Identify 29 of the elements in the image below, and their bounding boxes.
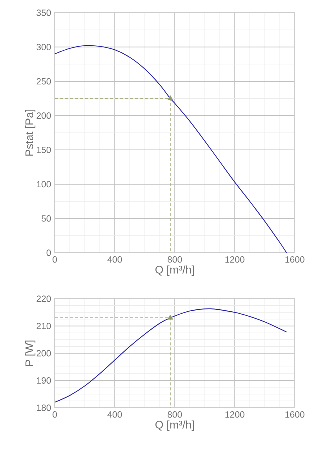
x-tick-label: 1200	[226, 256, 245, 263]
y-tick-label: 210	[36, 323, 52, 330]
y-tick-label: 200	[36, 350, 52, 357]
x-tick-label: 0	[52, 256, 58, 263]
x-tick-label: 1600	[286, 256, 305, 263]
y-tick-label: 150	[37, 146, 52, 154]
x-tick-label: 1600	[286, 412, 305, 418]
y-tick-label: 250	[36, 78, 52, 85]
line-series	[54, 45, 288, 254]
y-tick-label: 300	[36, 44, 52, 50]
x-tick-label: 800	[168, 256, 182, 263]
x-tick-label: 0	[52, 412, 58, 418]
y-tick-label: 350	[36, 10, 52, 16]
x-axis-title: Q [m³/h]	[156, 420, 194, 432]
y-axis-title: P [W]	[25, 340, 36, 366]
line-series	[54, 308, 288, 403]
y-tick-label: 50	[42, 216, 52, 222]
y-tick-label: 180	[37, 404, 52, 412]
y-tick-label: 190	[37, 378, 52, 384]
y-tick-label: 100	[37, 181, 52, 188]
y-axis-title: Pstat [Pa]	[25, 110, 36, 156]
y-tick-label: 200	[36, 112, 52, 120]
y-tick-label: 0	[46, 250, 52, 256]
x-tick-label: 800	[168, 412, 182, 418]
x-axis-title: Q [m³/h]	[156, 266, 194, 276]
x-tick-label: 400	[108, 412, 122, 418]
x-tick-label: 400	[108, 256, 122, 263]
x-tick-label: 1200	[226, 412, 245, 418]
y-tick-label: 220	[36, 296, 52, 302]
